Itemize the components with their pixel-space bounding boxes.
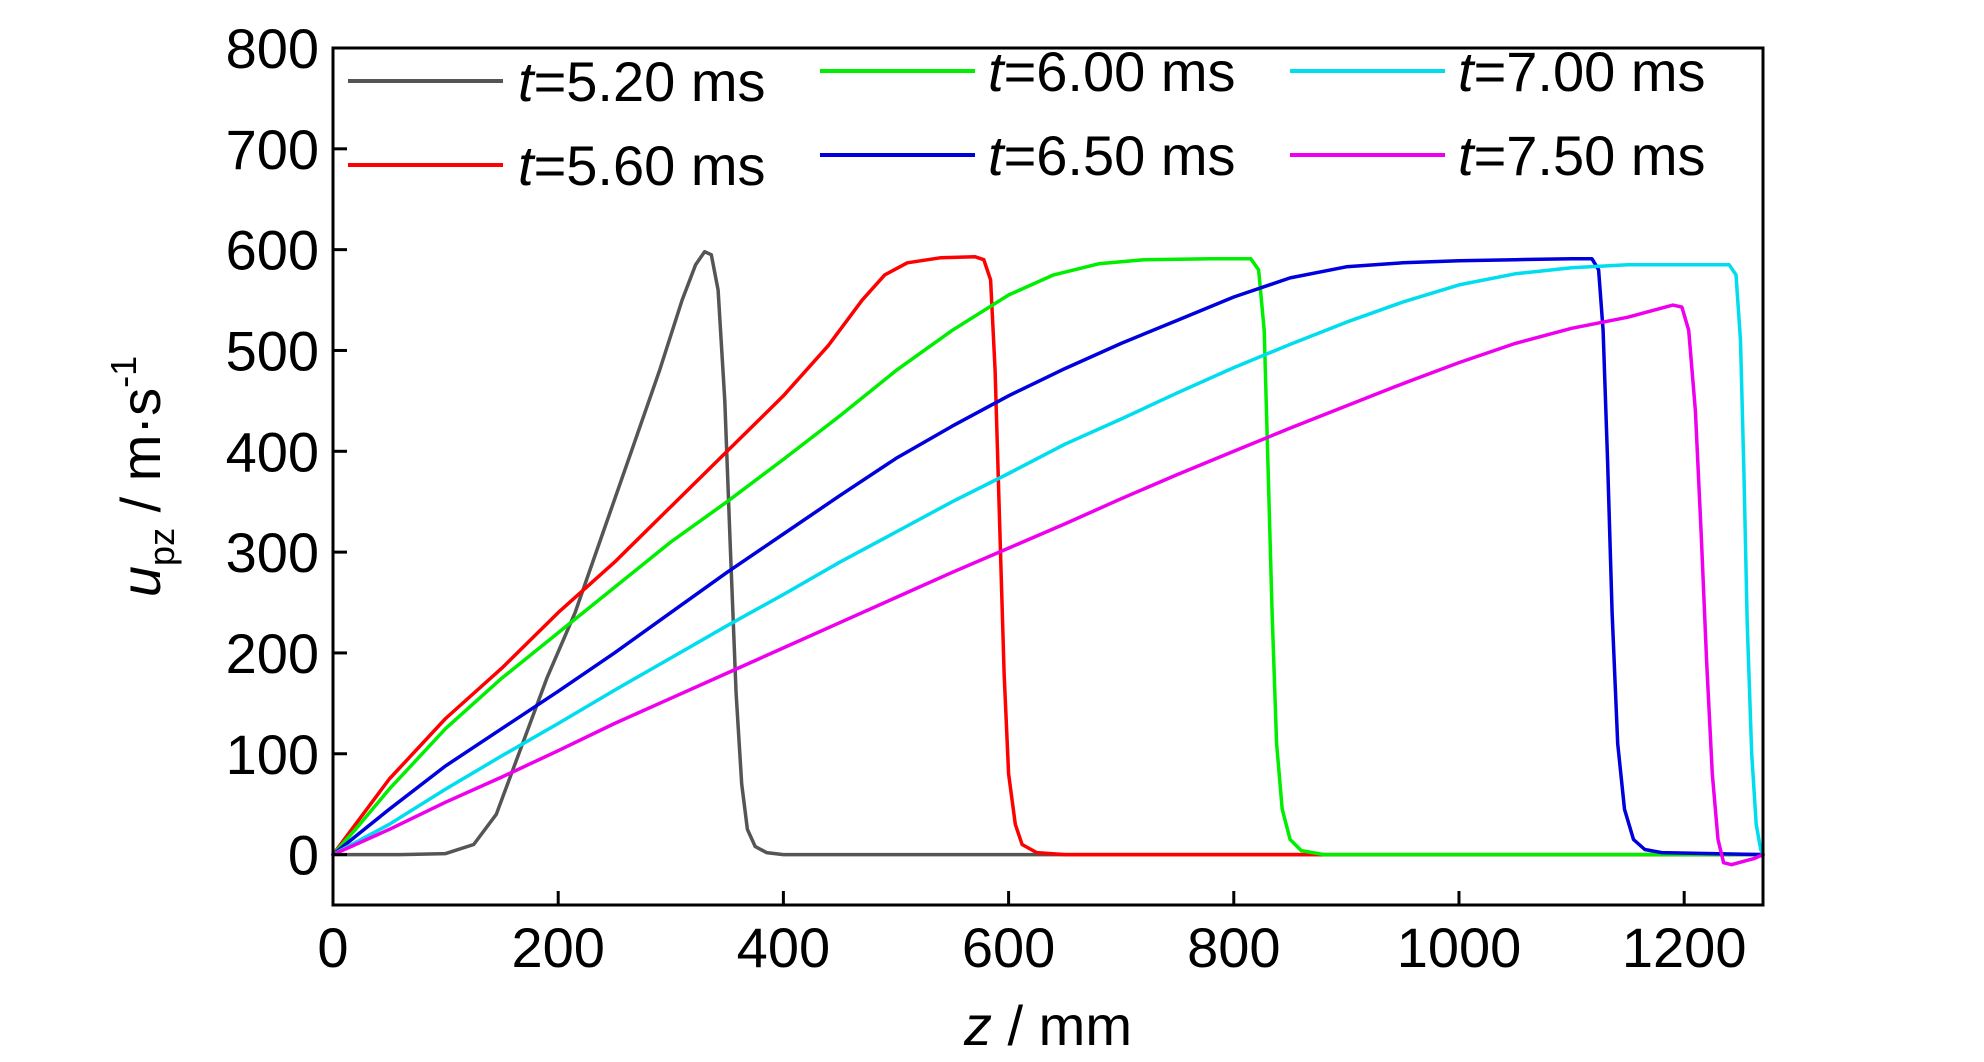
y-tick-label: 300: [226, 521, 319, 584]
y-tick-label: 500: [226, 319, 319, 382]
series-line-4: [331, 256, 1765, 857]
y-axis-label: upz / m·s-1: [103, 356, 182, 597]
y-axis-label-exponent: -1: [103, 356, 144, 388]
legend-label: t=7.00 ms: [1458, 40, 1705, 103]
legend-label: t=5.20 ms: [518, 50, 765, 113]
x-tick-label: 400: [737, 916, 830, 979]
y-tick-label: 600: [226, 219, 319, 282]
legend-item-3: t=6.00 ms: [820, 40, 1235, 103]
plot-frame: [331, 46, 1765, 907]
x-axis-label-variable: z: [963, 994, 992, 1057]
legend-item-5: t=7.00 ms: [1290, 40, 1705, 103]
series-line-3: [331, 256, 1765, 857]
series-layer: [331, 249, 1765, 867]
legend-item-1: t=5.20 ms: [348, 50, 765, 113]
y-tick-label: 800: [226, 17, 319, 80]
x-tick-label: 200: [511, 916, 604, 979]
y-tick-label: 100: [226, 723, 319, 786]
legend-label-value: =6.00 ms: [1004, 40, 1236, 103]
legend-label: t=6.00 ms: [988, 40, 1235, 103]
series-line-6: [331, 303, 1765, 867]
x-tick-label: 600: [962, 916, 1055, 979]
legend-item-6: t=7.50 ms: [1290, 124, 1705, 187]
x-tick-label: 0: [317, 916, 348, 979]
legend-item-2: t=5.60 ms: [348, 134, 765, 197]
tick-labels-layer: 0 200 400 600 800 1000 1200 0 100 200 300 400 500 600…: [226, 17, 1747, 979]
legend-label-variable: t: [1458, 124, 1476, 187]
legend-label: t=5.60 ms: [518, 134, 765, 197]
y-tick-label: 0: [288, 824, 319, 887]
legend-label-variable: t: [988, 124, 1006, 187]
ticks-layer: [331, 46, 1686, 905]
legend-label-value: =5.60 ms: [534, 134, 766, 197]
legend-label: t=6.50 ms: [988, 124, 1235, 187]
x-tick-label: 1000: [1397, 916, 1522, 979]
x-axis-label: z / mm: [963, 994, 1132, 1057]
y-axis-label-unit: / m·s: [109, 388, 172, 528]
series-line-2: [331, 254, 1765, 857]
y-tick-label: 400: [226, 420, 319, 483]
y-axis-label-variable: u: [109, 566, 172, 597]
legend-item-4: t=6.50 ms: [820, 124, 1235, 187]
y-tick-label: 700: [226, 118, 319, 181]
x-axis-label-unit: / mm: [992, 994, 1132, 1057]
legend-label-value: =6.50 ms: [1004, 124, 1236, 187]
legend-label-variable: t: [1458, 40, 1476, 103]
legend: t=5.20 mst=5.60 mst=6.00 mst=6.50 mst=7.…: [348, 40, 1705, 197]
y-tick-label: 200: [226, 622, 319, 685]
x-tick-label: 1200: [1622, 916, 1747, 979]
legend-label-value: =7.00 ms: [1474, 40, 1706, 103]
legend-label-variable: t: [518, 134, 536, 197]
legend-label-variable: t: [988, 40, 1006, 103]
legend-label-variable: t: [518, 50, 536, 113]
legend-label: t=7.50 ms: [1458, 124, 1705, 187]
legend-label-value: =5.20 ms: [534, 50, 766, 113]
x-tick-label: 800: [1187, 916, 1280, 979]
series-line-1: [331, 249, 1765, 857]
y-axis-label-subscript: pz: [141, 528, 182, 566]
series-line-5: [331, 263, 1765, 857]
legend-label-value: =7.50 ms: [1474, 124, 1706, 187]
